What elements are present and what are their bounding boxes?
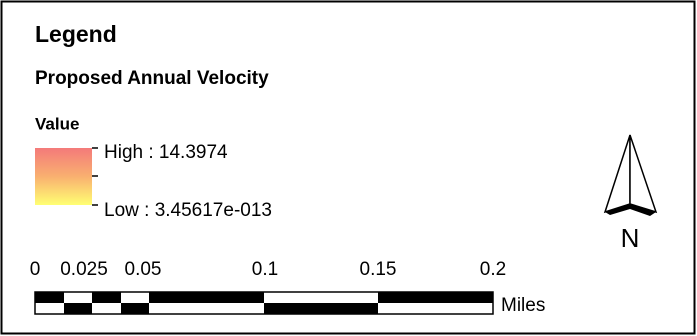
- scale-label: 0: [30, 259, 41, 280]
- scale-segment: [378, 292, 493, 303]
- layer-name: Proposed Annual Velocity: [35, 68, 269, 89]
- scale-outline: [34, 291, 494, 315]
- scale-segment: [35, 303, 64, 314]
- low-label: Low : 3.45617e-013: [104, 200, 272, 221]
- scale-segment: [149, 292, 264, 303]
- scale-segment: [149, 303, 264, 314]
- scale-segment: [64, 303, 92, 314]
- scale-label: 0.025: [60, 259, 108, 280]
- scale-label: 0.15: [360, 259, 397, 280]
- scale-segment: [121, 303, 149, 314]
- scale-segment: [92, 303, 121, 314]
- high-label: High : 14.3974: [104, 142, 228, 163]
- scale-segment: [92, 292, 121, 303]
- legend-title: Legend: [35, 21, 117, 47]
- scale-segment: [264, 292, 378, 303]
- scale-bar: [34, 291, 494, 315]
- north-arrow: [603, 134, 658, 216]
- scale-segment: [121, 292, 149, 303]
- ramp-ticks: [92, 147, 98, 206]
- scale-label: 0.1: [252, 259, 278, 280]
- north-label: N: [621, 223, 640, 253]
- scale-segment: [378, 303, 493, 314]
- scale-label: 0.2: [480, 259, 506, 280]
- color-ramp: [35, 148, 92, 205]
- field-name: Value: [35, 114, 79, 133]
- scale-unit: Miles: [501, 295, 545, 316]
- scale-segment: [64, 292, 92, 303]
- scale-segment: [35, 292, 64, 303]
- scale-segment: [264, 303, 378, 314]
- scale-label: 0.05: [125, 259, 162, 280]
